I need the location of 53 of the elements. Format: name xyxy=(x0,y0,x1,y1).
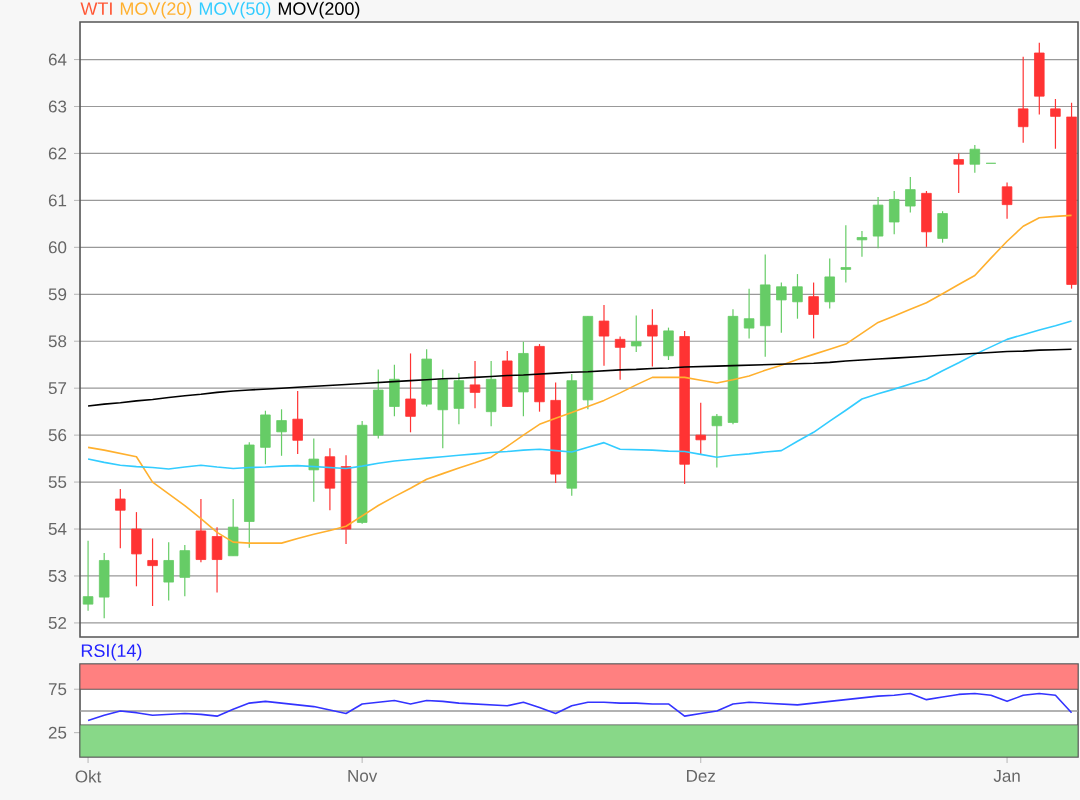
x-tick-label: Jan xyxy=(993,770,1020,782)
candlestick xyxy=(776,281,787,334)
candlestick xyxy=(711,413,723,469)
candlestick xyxy=(292,390,303,455)
candlestick xyxy=(631,314,642,353)
candlestick xyxy=(163,541,174,601)
text: MOV(20) xyxy=(120,1,192,19)
candlestick xyxy=(840,224,852,284)
y-tick-label: 64 xyxy=(48,53,67,66)
y-tick-label: 52 xyxy=(48,616,67,629)
x-tick-label: Okt xyxy=(75,770,102,783)
candlestick xyxy=(469,360,481,409)
y-tick-label: 63 xyxy=(48,100,67,113)
candlestick xyxy=(905,176,916,214)
y-tick-label: 61 xyxy=(48,194,67,207)
text: MOV(200) xyxy=(278,1,360,19)
y-tick-label: 59 xyxy=(48,288,67,301)
candlestick xyxy=(82,540,94,612)
y-tick-label: 62 xyxy=(48,147,67,160)
y-tick-label: 75 xyxy=(48,683,67,696)
text: MOV(50) xyxy=(199,1,271,19)
x-tick-label: Dez xyxy=(687,770,715,782)
candlestick xyxy=(1001,181,1013,220)
candlestick xyxy=(405,352,416,433)
candlestick xyxy=(1017,56,1029,144)
chart-title: RSI(14) xyxy=(81,643,142,661)
chart-title: WTI xyxy=(80,2,112,15)
y-tick-label: 58 xyxy=(48,335,67,348)
candlestick xyxy=(115,488,126,549)
candlestick xyxy=(856,230,868,258)
candlestick xyxy=(969,144,981,174)
y-tick-label: 25 xyxy=(48,726,67,739)
candlestick xyxy=(276,408,287,457)
y-tick-label: 53 xyxy=(48,569,67,582)
candlestick xyxy=(308,437,320,503)
candlestick xyxy=(888,190,900,235)
candlestick xyxy=(211,526,223,593)
y-tick-label: 54 xyxy=(48,523,67,535)
y-tick-label: 56 xyxy=(48,429,67,442)
x-tick-label: Nov xyxy=(348,770,378,782)
candlestick xyxy=(695,402,706,455)
y-tick-label: 57 xyxy=(48,382,67,395)
candlestick xyxy=(808,281,819,340)
candlestick xyxy=(743,288,755,340)
candlestick xyxy=(614,335,626,381)
candlestick xyxy=(647,308,658,368)
candlestick xyxy=(598,304,610,367)
candlestick xyxy=(792,273,803,320)
y-tick-label: 60 xyxy=(48,241,67,254)
candlestick xyxy=(147,537,158,607)
candlestick xyxy=(1050,98,1061,150)
candlestick xyxy=(953,152,964,194)
y-tick-label: 55 xyxy=(48,476,67,488)
